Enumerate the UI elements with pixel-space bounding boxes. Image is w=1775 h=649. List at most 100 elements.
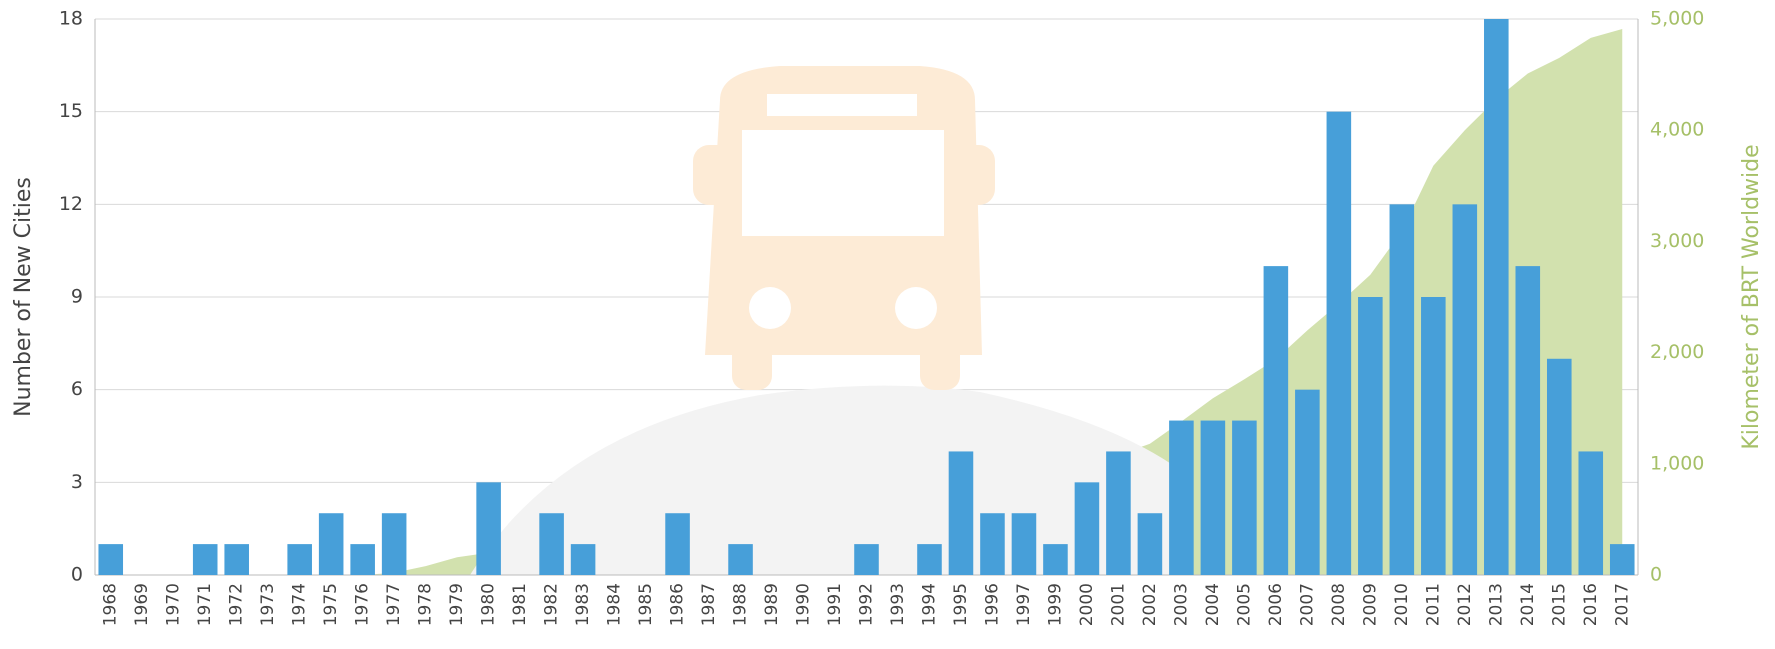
x-tick-label: 2015 — [1549, 583, 1569, 626]
x-tick-label: 1999 — [1045, 583, 1065, 626]
x-tick-label: 1986 — [668, 583, 688, 626]
y-axis-label: Number of New Cities — [11, 177, 36, 417]
bar — [1232, 420, 1257, 575]
x-tick-label: 1984 — [605, 583, 625, 626]
bar — [1043, 544, 1068, 575]
x-tick-label: 2013 — [1486, 583, 1506, 626]
bar — [1389, 204, 1415, 576]
bar — [1137, 513, 1163, 575]
x-tick-label: 2006 — [1266, 583, 1286, 626]
x-tick-label: 2002 — [1140, 583, 1160, 626]
y-tick-label: 6 — [71, 378, 83, 400]
bar — [1169, 420, 1194, 575]
x-tick-label: 2004 — [1203, 583, 1223, 626]
bar — [1484, 19, 1509, 575]
x-tick-label: 1989 — [762, 583, 782, 626]
x-tick-label: 2010 — [1392, 583, 1412, 626]
x-tick-label: 1991 — [825, 583, 845, 626]
bar — [539, 513, 564, 575]
bus-icon — [693, 66, 995, 390]
x-tick-label: 2009 — [1360, 583, 1380, 626]
x-tick-label: 1985 — [636, 583, 656, 626]
x-tick-label: 1972 — [227, 583, 247, 626]
y-tick-label: 3 — [71, 471, 83, 493]
y2-tick-label: 1,000 — [1650, 452, 1704, 474]
x-tick-label: 1974 — [290, 583, 310, 626]
x-tick-label: 2017 — [1612, 583, 1632, 626]
x-tick-label: 1993 — [888, 583, 908, 626]
bar — [1515, 266, 1541, 575]
x-tick-label: 1968 — [101, 583, 121, 626]
bar — [476, 482, 501, 575]
x-tick-label: 1987 — [699, 583, 719, 626]
x-tick-label: 1992 — [857, 583, 877, 626]
x-tick-label: 1995 — [951, 583, 971, 626]
y2-tick-label: 0 — [1650, 564, 1662, 586]
y-tick-label: 9 — [71, 286, 83, 308]
x-tick-label: 1996 — [982, 583, 1002, 626]
x-tick-label: 1980 — [479, 583, 499, 626]
x-tick-label: 2008 — [1329, 583, 1349, 626]
x-tick-label: 2003 — [1171, 583, 1191, 626]
bar — [350, 544, 375, 575]
x-tick-label: 1979 — [447, 583, 467, 626]
bar — [98, 544, 124, 575]
bar — [980, 513, 1005, 575]
bar — [224, 544, 249, 575]
y2-tick-label: 3,000 — [1650, 230, 1704, 252]
x-tick-label: 1994 — [919, 583, 939, 626]
x-tick-label: 1976 — [353, 583, 373, 626]
bar — [1578, 451, 1604, 575]
x-tick-label: 2007 — [1297, 583, 1317, 626]
bar — [1263, 266, 1289, 575]
bar — [318, 513, 344, 575]
x-tick-label: 2014 — [1518, 583, 1538, 626]
bar — [854, 544, 879, 575]
x-tick-label: 2005 — [1234, 583, 1254, 626]
y2-tick-label: 4,000 — [1650, 119, 1704, 141]
bar — [1546, 358, 1572, 575]
bar — [1609, 544, 1635, 575]
y2-tick-label: 5,000 — [1650, 8, 1704, 30]
bar — [665, 513, 690, 575]
bar — [570, 544, 596, 575]
bar — [192, 544, 218, 575]
x-tick-label: 2012 — [1455, 583, 1475, 626]
x-tick-label: 1969 — [132, 583, 152, 626]
bar — [381, 513, 407, 575]
x-tick-label: 2011 — [1423, 583, 1443, 626]
y-tick-label: 18 — [59, 8, 83, 30]
y2-tick-label: 2,000 — [1650, 341, 1704, 363]
bar — [1200, 420, 1226, 575]
bar — [917, 544, 942, 575]
x-tick-label: 1982 — [542, 583, 562, 626]
x-tick-label: 2000 — [1077, 583, 1097, 626]
x-tick-label: 2016 — [1581, 583, 1601, 626]
x-tick-label: 1990 — [794, 583, 814, 626]
x-tick-label: 1997 — [1014, 583, 1034, 626]
x-tick-label: 1971 — [195, 583, 215, 626]
y2-axis-label: Kilometer of BRT Worldwide — [1739, 144, 1764, 449]
bar — [948, 451, 974, 575]
bar — [287, 544, 312, 575]
bar — [1011, 513, 1037, 575]
x-tick-label: 1977 — [384, 583, 404, 626]
x-tick-label: 1988 — [731, 583, 751, 626]
y-tick-label: 15 — [59, 100, 83, 122]
bar — [1295, 389, 1320, 575]
bar — [1358, 297, 1383, 575]
x-tick-label: 1973 — [258, 583, 278, 626]
x-tick-label: 1981 — [510, 583, 530, 626]
bar — [728, 544, 753, 575]
x-tick-label: 1978 — [416, 583, 436, 626]
bar — [1421, 297, 1446, 575]
x-tick-label: 2001 — [1108, 583, 1128, 626]
bar — [1452, 204, 1478, 576]
bar — [1106, 451, 1131, 575]
y-tick-label: 12 — [59, 193, 83, 215]
bar — [1326, 111, 1352, 576]
bar — [1074, 482, 1100, 575]
x-tick-label: 1975 — [321, 583, 341, 626]
y-tick-label: 0 — [71, 564, 83, 586]
